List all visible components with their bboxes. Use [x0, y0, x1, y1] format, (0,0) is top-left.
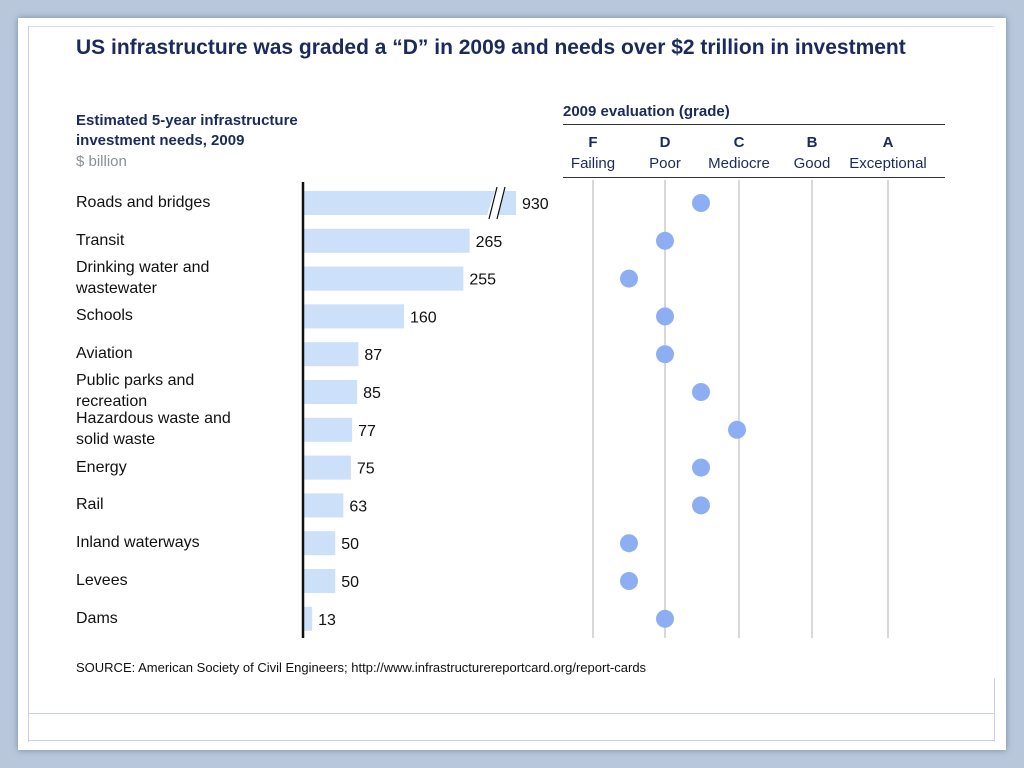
- bar-2: [304, 266, 464, 291]
- grade-header-rule: [563, 124, 945, 125]
- grade-dot: [692, 383, 710, 401]
- category-label: Roads and bridges: [76, 194, 211, 211]
- source-note: SOURCE: American Society of Civil Engine…: [76, 660, 647, 675]
- frame-line: [28, 26, 994, 27]
- grade-header-rule: [563, 177, 945, 178]
- bar-8: [304, 493, 344, 518]
- bar-chart-title: Estimated 5-year infrastructure investme…: [76, 112, 298, 149]
- bar-value-label: 50: [341, 536, 359, 553]
- grade-dot: [656, 231, 674, 250]
- bar-1: [304, 228, 470, 253]
- bar-value-label: 255: [469, 272, 496, 289]
- grade-letter-d: D: [660, 134, 671, 151]
- grade-dot: [692, 194, 710, 212]
- grade-dot: [728, 420, 746, 439]
- category-label: Energy: [76, 458, 127, 476]
- bar-7: [304, 455, 351, 480]
- bar-chart-unit: $ billion: [76, 153, 127, 170]
- bar-value-label: 930: [522, 196, 549, 213]
- grade-dot: [620, 572, 638, 590]
- axis-break-mark: [496, 186, 506, 220]
- frame-line: [994, 678, 995, 742]
- category-label: Transit: [76, 231, 125, 249]
- bar-9: [304, 531, 336, 556]
- grade-dot: [692, 496, 710, 515]
- grade-dot: [656, 307, 674, 326]
- category-label: Schools: [76, 307, 133, 325]
- category-label: Rail: [76, 496, 104, 514]
- grade-dot: [692, 458, 710, 477]
- frame-line: [28, 26, 29, 742]
- frame-line: [28, 740, 994, 741]
- category-label: Hazardous waste and solid waste: [76, 409, 231, 448]
- slide: US infrastructure was graded a “D” in 20…: [18, 18, 1006, 750]
- grade-letter-c: C: [734, 134, 745, 151]
- bar-value-label: 75: [357, 461, 375, 478]
- bar-value-label: 63: [349, 498, 367, 515]
- category-label: Levees: [76, 572, 128, 589]
- grade-letter-b: B: [807, 134, 818, 151]
- bar-3: [304, 304, 404, 329]
- bar-value-label: 77: [358, 423, 376, 440]
- bar-0: [304, 191, 516, 215]
- grade-dot: [656, 345, 674, 364]
- category-label: Public parks and recreation: [76, 372, 195, 410]
- axis-break-mark: [488, 186, 498, 220]
- grade-name-failing: Failing: [571, 155, 615, 172]
- bar-6: [304, 417, 353, 442]
- grade-name-exceptional: Exceptional: [849, 155, 927, 172]
- bar-4: [304, 342, 359, 367]
- bar-value-label: 13: [318, 612, 336, 629]
- bar-value-label: 160: [410, 309, 437, 326]
- grade-name-poor: Poor: [649, 155, 681, 172]
- bar-value-label: 85: [363, 385, 381, 402]
- category-label: Drinking water and wastewater: [76, 258, 210, 297]
- bar-value-label: 87: [364, 347, 382, 364]
- chart-title: US infrastructure was graded a “D” in 20…: [76, 36, 906, 59]
- category-label: Dams: [76, 609, 118, 627]
- grade-name-good: Good: [794, 155, 831, 172]
- grade-dot: [656, 609, 674, 628]
- category-label: Aviation: [76, 345, 133, 363]
- grade-letter-f: F: [588, 134, 597, 151]
- bar-value-label: 50: [341, 574, 359, 591]
- frame-line: [28, 713, 994, 714]
- bar-value-label: 265: [476, 234, 503, 251]
- chart-svg: F Failing D Poor C Mediocre B Good A Exceptional 9…: [301, 134, 927, 638]
- grade-dot: [620, 534, 638, 553]
- bar-11: [304, 606, 313, 631]
- grade-dot: [620, 269, 638, 288]
- bar-10: [304, 569, 336, 593]
- category-label: Inland waterways: [76, 534, 200, 552]
- grade-letter-a: A: [883, 134, 894, 151]
- grade-name-mediocre: Mediocre: [708, 155, 770, 172]
- grade-chart-title: 2009 evaluation (grade): [563, 103, 730, 120]
- bar-5: [304, 380, 358, 404]
